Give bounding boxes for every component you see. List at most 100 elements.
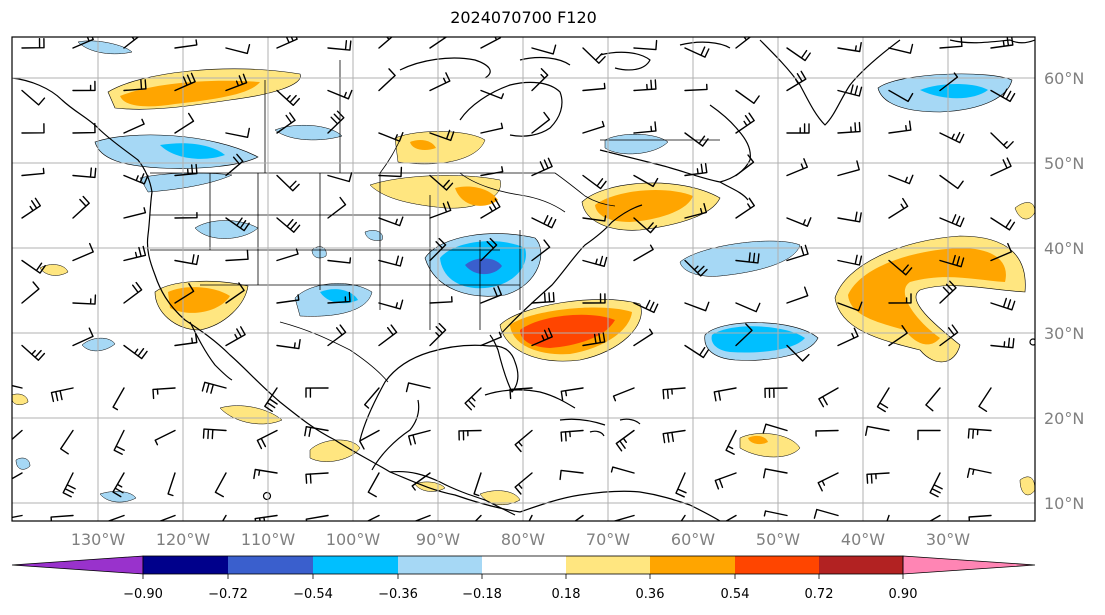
wind-barb — [967, 428, 992, 439]
wind-barb — [12, 429, 23, 441]
wind-barb — [786, 344, 810, 362]
wind-barb — [610, 466, 635, 474]
lon-label: 60°W — [671, 530, 715, 549]
colorbar-tick-label: −0.90 — [123, 587, 163, 602]
wind-barb — [888, 43, 914, 54]
wind-barb — [158, 514, 176, 521]
lat-label: 60°N — [1044, 69, 1084, 88]
wind-barb — [929, 472, 943, 498]
wind-barb — [633, 174, 659, 188]
wind-barb — [763, 510, 788, 517]
wind-barb — [939, 72, 959, 92]
wind-barb — [735, 252, 760, 264]
wind-barb — [713, 387, 737, 402]
wind-barb — [72, 80, 96, 92]
wind-barb — [429, 201, 452, 219]
wind-barb — [939, 324, 959, 347]
wind-barb — [531, 44, 557, 55]
colorbar-segment — [313, 556, 398, 574]
wind-barb — [559, 469, 584, 481]
lon-label: 70°W — [586, 530, 630, 549]
wind-barb — [735, 197, 755, 219]
wind-barb — [514, 429, 533, 453]
wind-barb — [201, 381, 227, 394]
wind-barb — [304, 426, 329, 437]
lon-label: 30°W — [926, 530, 970, 549]
wind-barb — [112, 387, 125, 411]
wind-barb — [174, 332, 198, 347]
wind-barb — [225, 217, 250, 232]
wind-barb — [225, 282, 245, 304]
colorbar-tick-label: 0.72 — [805, 587, 834, 602]
anomaly-labrador-blue — [920, 84, 988, 99]
wind-barb — [531, 327, 553, 347]
wind-barb — [582, 293, 606, 304]
wind-barb — [888, 120, 912, 134]
wind-barb — [480, 166, 504, 177]
wind-barb — [633, 244, 654, 262]
map-title: 2024070700 F120 — [450, 8, 597, 27]
anomaly-fills — [12, 40, 1035, 506]
wind-barb — [327, 196, 347, 219]
colorbar-tick-label: 0.90 — [889, 587, 918, 602]
wind-barb — [514, 472, 533, 495]
wind-barb — [62, 472, 76, 498]
wind-barb — [21, 167, 45, 177]
wind-barb — [480, 122, 504, 134]
wind-barb — [939, 174, 964, 190]
wind-barb — [60, 429, 74, 455]
wind-barb — [174, 212, 198, 219]
wind-barb — [305, 472, 329, 484]
wind-barb — [123, 173, 149, 185]
gridlines — [12, 37, 1035, 521]
colorbar-segment — [566, 556, 650, 574]
wind-barb — [276, 217, 301, 233]
lat-label: 50°N — [1044, 154, 1084, 173]
wind-barb — [684, 259, 708, 277]
wind-barb — [327, 110, 345, 134]
wind-barb — [786, 123, 810, 134]
wind-barb — [50, 514, 74, 521]
wind-barb — [786, 70, 807, 92]
wind-barb — [582, 82, 606, 92]
wind-barb — [675, 472, 687, 498]
wind-barb — [480, 237, 498, 262]
wind-barb — [633, 121, 657, 134]
wind-barb — [123, 79, 147, 92]
wind-barb — [990, 297, 1016, 311]
wind-barb — [582, 120, 605, 134]
wind-barb — [786, 158, 808, 177]
wind-barb — [888, 197, 909, 219]
anomaly-catl-orange — [848, 248, 1006, 345]
wind-barb — [939, 37, 963, 49]
wind-barb — [735, 112, 755, 134]
wind-barb — [225, 127, 250, 138]
wind-barb — [837, 84, 863, 97]
wind-barb — [253, 468, 278, 480]
wind-barb — [378, 216, 404, 227]
wind-barb — [123, 37, 140, 49]
wind-barb — [413, 514, 431, 521]
wind-barb — [582, 332, 606, 347]
wind-barb — [735, 323, 753, 347]
lon-label: 110°W — [241, 530, 296, 549]
wind-barb — [254, 514, 278, 521]
wind-barb — [359, 429, 380, 450]
wind-barb — [531, 157, 553, 177]
wind-barb — [12, 384, 23, 389]
wind-barb — [633, 79, 657, 92]
wind-barb — [764, 387, 788, 399]
wind-barb — [531, 292, 555, 304]
political-borders — [150, 60, 720, 383]
wind-barb — [786, 217, 812, 227]
wind-barb — [837, 42, 862, 53]
wind-barb — [21, 281, 40, 304]
colorbar-tick-label: −0.54 — [293, 587, 333, 602]
wind-barb — [327, 257, 352, 264]
wind-barb — [327, 291, 351, 304]
wind-barb — [735, 154, 755, 177]
wind-barb — [735, 37, 752, 49]
wind-barb — [174, 163, 198, 177]
wind-barb — [225, 73, 248, 92]
wind-barb — [480, 89, 504, 100]
